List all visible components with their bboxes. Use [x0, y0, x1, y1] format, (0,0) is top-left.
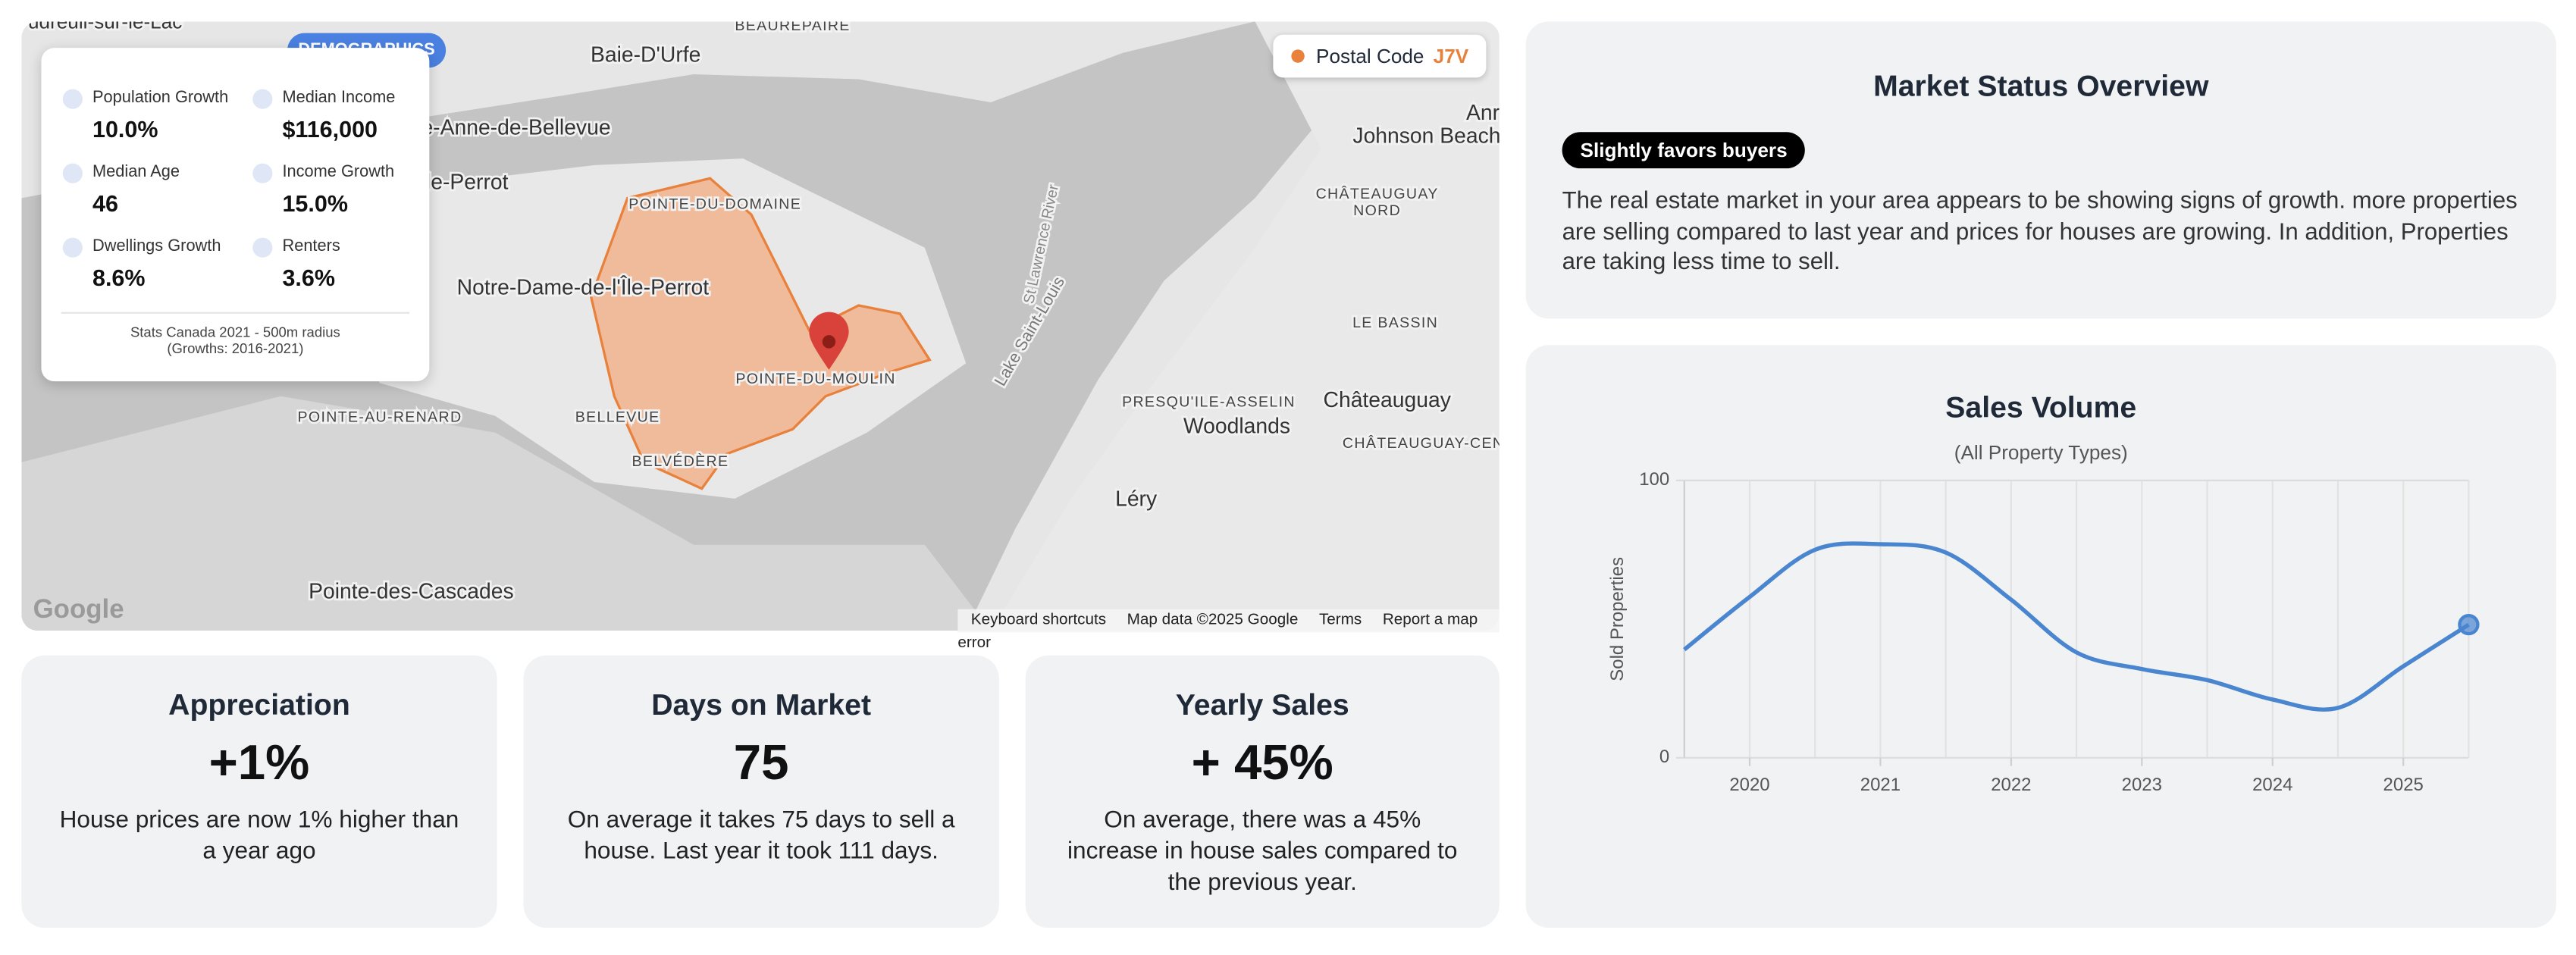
demographic-item: Median Age 46	[62, 163, 245, 217]
demographic-item: Dwellings Growth 8.6%	[62, 237, 245, 291]
metric-card: Appreciation +1% House prices are now 1%…	[21, 655, 497, 928]
market-status-badge: Slightly favors buyers	[1562, 132, 1806, 169]
map-label: Anr	[1466, 100, 1500, 124]
map-label: Léry	[1115, 486, 1158, 510]
map-label: CHÂTEAUGUAY	[1316, 185, 1439, 202]
map-footer: Keyboard shortcuts Map data ©2025 Google…	[957, 609, 1500, 652]
demographic-value: $116,000	[282, 115, 378, 142]
map-label: BELVÉDÈRE	[631, 452, 729, 470]
map-label: PRESQU'ILE-ASSELIN	[1122, 394, 1296, 411]
postal-area	[590, 177, 932, 490]
demographic-label: Median Income	[282, 89, 396, 108]
x-tick-label: 2025	[2383, 775, 2424, 795]
y-tick-label: 100	[1639, 469, 1669, 490]
land	[21, 396, 991, 631]
metric-text: On average, there was a 45% increase in …	[1067, 807, 1458, 897]
divider	[61, 312, 410, 314]
map-footer-link[interactable]: Map data ©2025 Google	[1127, 610, 1299, 629]
demographics-card: Population Growth 10.0% Median Income $116,…	[41, 48, 430, 382]
demographic-label: Median Age	[92, 163, 180, 182]
y-axis-label: Sold Properties	[1607, 557, 1628, 681]
metric-card: Yearly Sales + 45% On average, there was…	[1025, 655, 1500, 928]
map-label: CHÂTEAUGUAY-CEN	[1343, 434, 1500, 452]
demographic-label: Income Growth	[282, 163, 395, 182]
metric-card: Days on Market 75 On average it takes 75…	[523, 655, 999, 928]
point	[2458, 613, 2480, 636]
metric-title: Yearly Sales	[1175, 688, 1349, 722]
postal-code: J7V	[1433, 44, 1469, 68]
map-label: Châteauguay	[1324, 387, 1452, 412]
map-label: Baie-D'Urfe	[591, 42, 700, 67]
x-tick-label: 2024	[2252, 775, 2292, 795]
demographic-value: 46	[92, 189, 118, 217]
demographic-value: 15.0%	[282, 189, 348, 217]
map-label: e-Anne-de-Bellevue	[421, 114, 610, 139]
market-status-title: Market Status Overview	[1873, 69, 2209, 103]
map-label: POINTE-DU-DOMAINE	[628, 196, 801, 212]
map-label: POINTE-AU-RENARD	[298, 409, 462, 425]
metric-text: House prices are now 1% higher than a ye…	[59, 807, 459, 866]
map-footer-link[interactable]: Report a map error	[957, 610, 1478, 653]
map-label: Notre-Dame-de-l'Île-Perrot	[457, 275, 710, 299]
demographic-icon	[252, 163, 273, 183]
demographics-source: Stats Canada 2021 - 500m radius (Growths…	[41, 324, 429, 357]
demographic-value: 10.0%	[92, 115, 158, 142]
demographic-icon	[62, 89, 83, 109]
map-label: le-Perrot	[426, 169, 509, 193]
chart-subtitle: (All Property Types)	[1954, 441, 2128, 464]
demographic-item: Median Income $116,000	[252, 89, 434, 142]
map-logo: Google	[33, 594, 124, 624]
demographic-icon	[252, 237, 273, 258]
map-label: Woodlands	[1183, 414, 1290, 438]
y-tick-label: 0	[1659, 747, 1669, 767]
postal-code-pill[interactable]: Postal Code J7V	[1273, 34, 1487, 78]
map-footer-link[interactable]: Keyboard shortcuts	[970, 610, 1107, 629]
demographic-item: Population Growth 10.0%	[62, 89, 245, 142]
demographic-icon	[62, 237, 83, 258]
metric-value: 75	[733, 736, 789, 791]
metric-text: On average it takes 75 days to sell a ho…	[567, 807, 955, 866]
map-label: udreuil-sur-le-Lac	[28, 21, 182, 33]
line	[1683, 541, 2470, 712]
chart-title: Sales Volume	[1945, 392, 2136, 424]
demographic-label: Dwellings Growth	[92, 237, 221, 256]
map-footer-link[interactable]: Terms	[1318, 610, 1362, 629]
x-tick-label: 2023	[2122, 775, 2162, 795]
map[interactable]: Google udreuil-sur-le-Lac BEAUREPAIRE Baie…	[21, 21, 1500, 631]
x-tick-label: 2022	[1991, 775, 2031, 795]
map-label: BELLEVUE	[575, 409, 660, 425]
demographic-icon	[252, 89, 273, 109]
metric-title: Appreciation	[168, 688, 350, 722]
demographic-icon	[62, 163, 83, 183]
land	[990, 21, 1500, 631]
map-canvas: Google udreuil-sur-le-Lac BEAUREPAIRE Baie…	[21, 21, 1500, 631]
map-label: POINTE-DU-MOULIN	[735, 371, 895, 387]
map-label: LE BASSIN	[1352, 315, 1438, 331]
demographic-value: 8.6%	[92, 264, 146, 291]
metric-title: Days on Market	[651, 688, 872, 722]
demographic-item: Renters 3.6%	[252, 237, 434, 291]
x-tick-label: 2021	[1860, 775, 1901, 795]
metric-value: + 45%	[1191, 736, 1333, 791]
map-label: NORD	[1353, 202, 1401, 219]
demographic-label: Population Growth	[92, 89, 229, 108]
map-label: BEAUREPAIRE	[735, 21, 850, 34]
source-note: (Growths: 2016-2021)	[167, 340, 304, 357]
market-status-text: The real estate market in your area appe…	[1562, 188, 2518, 276]
demographic-value: 3.6%	[282, 264, 336, 291]
demographic-label: Renters	[282, 237, 340, 256]
postal-label: Postal Code	[1316, 44, 1424, 68]
demographic-item: Income Growth 15.0%	[252, 163, 434, 217]
market-status-card: Market Status Overview Slightly favors b…	[1525, 21, 2556, 319]
map-label: Pointe-des-Cascades	[309, 578, 514, 603]
postal-dot	[1291, 49, 1305, 63]
map-label: Johnson Beach	[1352, 123, 1499, 147]
pin-dot	[822, 335, 836, 349]
source: Stats Canada 2021 - 500m radius	[130, 323, 340, 340]
x-tick-label: 2020	[1729, 775, 1769, 795]
metric-value: +1%	[208, 736, 310, 791]
